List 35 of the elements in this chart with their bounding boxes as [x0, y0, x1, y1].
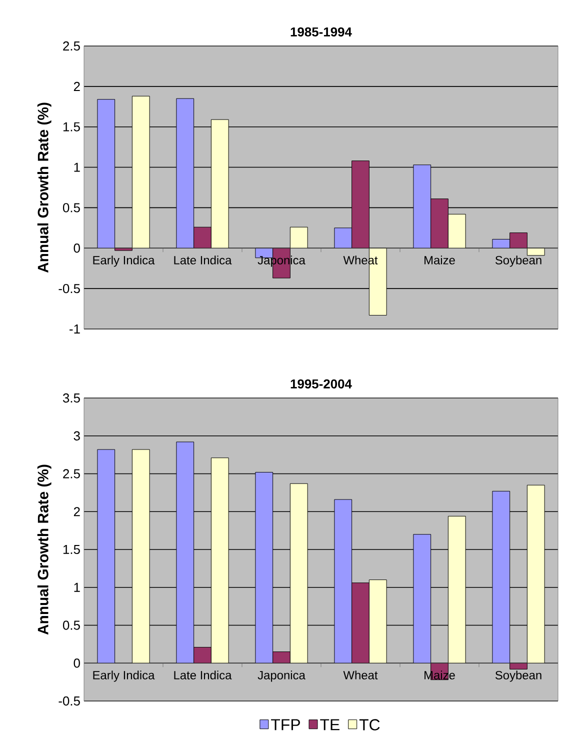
- x-tick-label: Maize: [424, 256, 455, 264]
- y-tick-label: 2.5: [63, 469, 80, 478]
- y-tick-label: 2: [74, 82, 80, 91]
- legend-label: TFP: [271, 719, 300, 730]
- y-tick-label: 0: [74, 244, 80, 253]
- bar: [97, 449, 116, 664]
- x-tick-label: Wheat: [343, 670, 378, 680]
- y-tick-label: -0.5: [58, 284, 80, 294]
- x-tick-label: Soybean: [495, 670, 542, 682]
- y-tick-label: 2.5: [63, 41, 80, 51]
- y-tick-label: 2: [74, 507, 80, 516]
- y-tick-label: 1: [74, 162, 80, 172]
- chart-title: 1995-2004: [290, 379, 352, 388]
- y-tick-label: 0.5: [62, 203, 80, 212]
- x-tick-label: Japonica: [258, 670, 306, 682]
- x-tick-label: Late Indica: [174, 256, 232, 264]
- y-tick-label: 1.5: [63, 544, 80, 554]
- y-tick-label: -0.5: [58, 696, 80, 706]
- legend-label: TE: [320, 719, 340, 730]
- y-tick-label: 1: [74, 582, 80, 592]
- y-tick-label: 0: [74, 658, 80, 668]
- y-tick-label: 3.5: [62, 393, 80, 403]
- y-tick-label: -1: [70, 324, 80, 334]
- y-tick-label: 1.5: [63, 122, 80, 132]
- x-tick-label: Late Indica: [174, 670, 232, 680]
- y-tick-label: 3: [74, 431, 80, 440]
- y-axis-title: Annual Growth Rate (%): [37, 102, 52, 273]
- y-tick-label: 0.5: [62, 620, 80, 630]
- x-tick-label: Early Indica: [93, 670, 155, 682]
- bar: [132, 449, 150, 664]
- y-axis-title: Annual Growth Rate (%): [37, 464, 52, 635]
- x-tick-label: Early Indica: [93, 256, 155, 267]
- legend-label: TC: [359, 719, 380, 730]
- chart-title: 1985-1994: [290, 27, 352, 36]
- x-tick-label: Soybean: [495, 256, 542, 267]
